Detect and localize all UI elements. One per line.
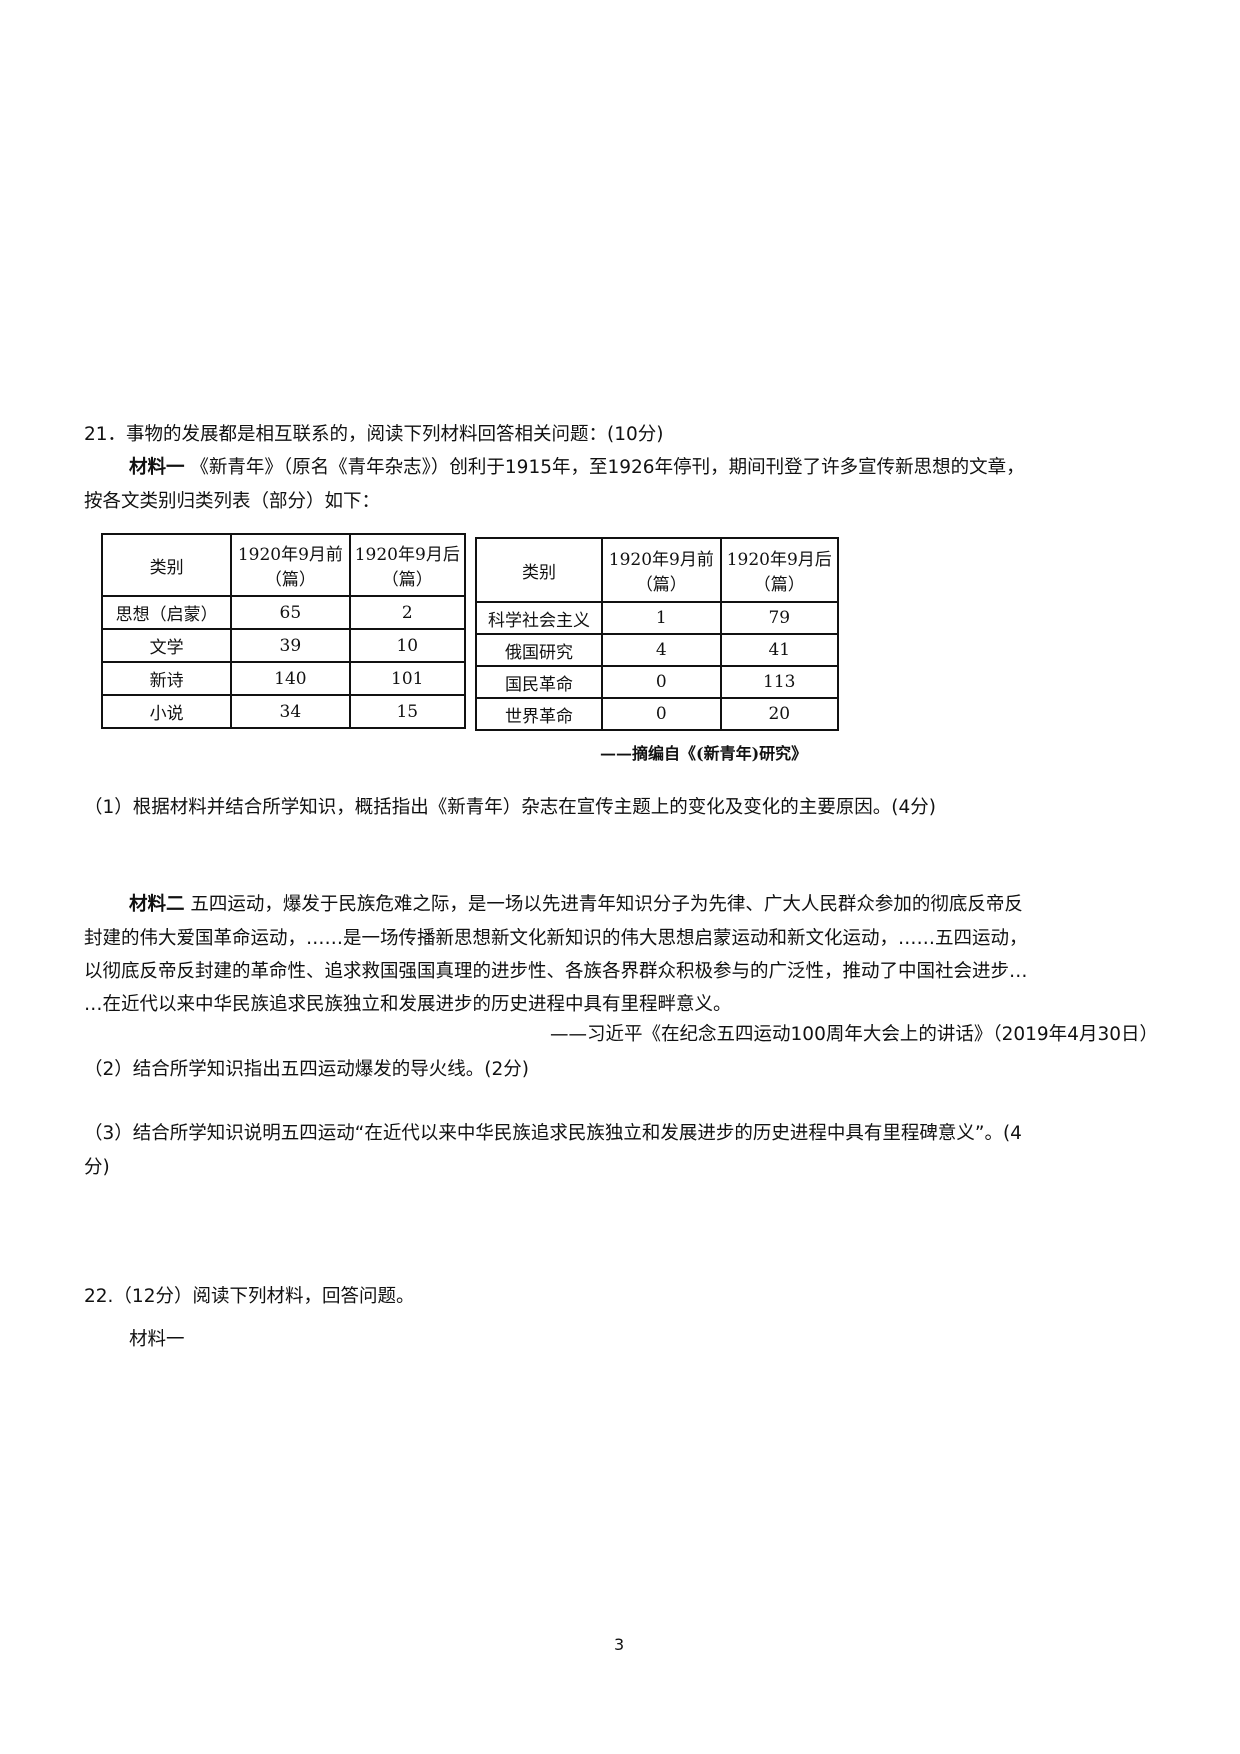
header-cell: 类别 (100, 533, 233, 597)
cell: 10 (348, 628, 467, 663)
table-row: 世界革命 0 20 (474, 697, 840, 731)
q21-material2-line3: 以彻底反帝反封建的革命性、追求救国强国真理的进步性、各族各界群众积极参与的广泛性… (84, 961, 1028, 982)
cell: 113 (719, 665, 840, 699)
cell: 41 (719, 633, 840, 667)
table-row: 文学 39 10 (100, 628, 467, 663)
q21-material2-line4: …在近代以来中华民族追求民族独立和发展进步的历史进程中具有里程畔意义。 (84, 994, 732, 1015)
q21-material2-line2: 封建的伟大爱国革命运动，……是一场传播新思想新文化新知识的伟大思想启蒙运动和新文… (84, 928, 1028, 949)
q21-material1-line2: 按各文类别归类列表（部分）如下： (84, 491, 381, 512)
cell: 0 (601, 697, 722, 731)
header-cell: 1920年9月前（篇） (601, 537, 722, 603)
q21-sub2: （2）结合所学知识指出五四运动爆发的导火线。(2分) (84, 1059, 529, 1080)
cell: 2 (348, 595, 467, 630)
table-row: 新诗 140 101 (100, 661, 467, 696)
header-cell: 1920年9月后（篇） (719, 537, 840, 603)
table-row: 俄国研究 4 41 (474, 633, 840, 667)
cell: 思想（启蒙） (100, 595, 233, 630)
cell: 国民革命 (474, 665, 604, 699)
q22-material1-label: 材料一 (129, 1329, 185, 1350)
table-row: 小说 34 15 (100, 694, 467, 729)
cell: 世界革命 (474, 697, 604, 731)
table-left: 类别 1920年9月前（篇） 1920年9月后（篇） 思想（启蒙） 65 2 文学 3… (100, 533, 467, 729)
cell: 俄国研究 (474, 633, 604, 667)
table-row: 思想（启蒙） 65 2 (100, 595, 467, 630)
header-cell: 类别 (474, 537, 604, 603)
q21-title: 21．事物的发展都是相互联系的，阅读下列材料回答相关问题：(10分) (84, 424, 664, 445)
cell: 15 (348, 694, 467, 729)
q21-sub3-line1: （3）结合所学知识说明五四运动“在近代以来中华民族追求民族独立和发展进步的历史进… (84, 1123, 1022, 1144)
cell: 科学社会主义 (474, 601, 604, 635)
q21-material1-line1: 材料一 《新青年》（原名《青年杂志》）创利于1915年，至1926年停刊，期间刊… (129, 456, 1025, 480)
cell: 4 (601, 633, 722, 667)
cell: 0 (601, 665, 722, 699)
cell: 101 (348, 661, 467, 696)
material1-text: 《新青年》（原名《青年杂志》）创利于1915年，至1926年停刊，期间刊登了许多… (190, 457, 1025, 478)
q21-material2-source: ——习近平《在纪念五四运动100周年大会上的讲话》（2019年4月30日） (550, 1024, 1158, 1045)
table-source: ——摘编自《(新青年)研究》 (600, 744, 808, 763)
q21-material2-line1: 材料二 五四运动，爆发于民族危难之际，是一场以先进青年知识分子为先律、广大人民群… (129, 893, 1023, 917)
cell: 文学 (100, 628, 233, 663)
q21-sub1: （1）根据材料并结合所学知识，概括指出《新青年）杂志在宣传主题上的变化及变化的主… (84, 797, 936, 818)
cell: 小说 (100, 694, 233, 729)
q22-title: 22.（12分）阅读下列材料，回答问题。 (84, 1286, 415, 1307)
table-right: 类别 1920年9月前（篇） 1920年9月后（篇） 科学社会主义 1 79 俄国研… (474, 537, 840, 731)
header-cell: 1920年9月前（篇） (230, 533, 351, 597)
cell: 1 (601, 601, 722, 635)
table-row: 科学社会主义 1 79 (474, 601, 840, 635)
cell: 140 (230, 661, 351, 696)
table-row: 国民革命 0 113 (474, 665, 840, 699)
material2-label: 材料二 (129, 894, 185, 915)
cell: 新诗 (100, 661, 233, 696)
page-number: 3 (614, 1635, 625, 1654)
header-cell: 1920年9月后（篇） (348, 533, 467, 597)
cell: 39 (230, 628, 351, 663)
material1-label: 材料一 (129, 457, 185, 478)
q21-sub3-line2: 分) (84, 1157, 110, 1178)
material2-text: 五四运动，爆发于民族危难之际，是一场以先进青年知识分子为先律、广大人民群众参加的… (190, 894, 1023, 915)
cell: 79 (719, 601, 840, 635)
cell: 65 (230, 595, 351, 630)
cell: 34 (230, 694, 351, 729)
cell: 20 (719, 697, 840, 731)
